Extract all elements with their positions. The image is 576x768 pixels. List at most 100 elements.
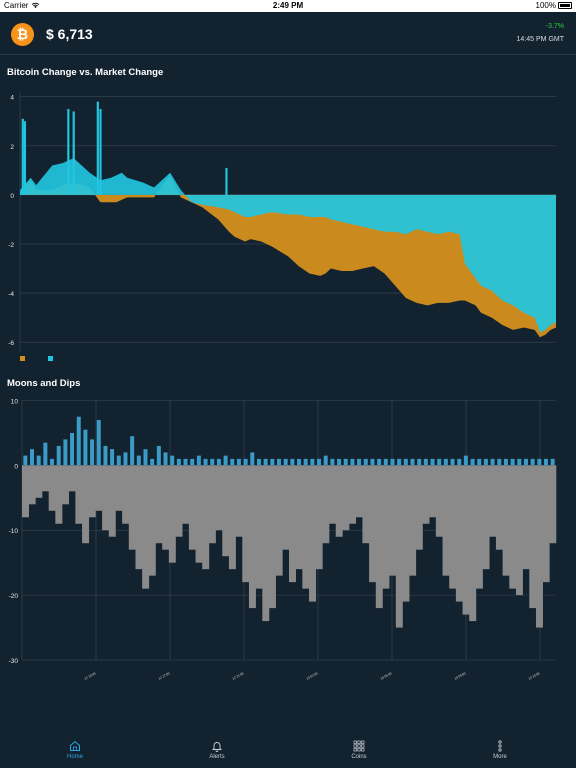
dip-bar — [142, 465, 150, 589]
y-tick-label: 10 — [11, 398, 19, 405]
legend-swatch-market — [48, 356, 53, 361]
moon-bar — [276, 458, 281, 466]
moon-bar — [523, 458, 528, 466]
moon-bar — [76, 416, 81, 466]
price-change: -3.7% — [545, 23, 564, 30]
moon-bar — [310, 458, 315, 466]
status-time: 2:49 PM — [272, 1, 304, 10]
dip-bar — [522, 465, 530, 570]
moon-bar — [23, 455, 28, 466]
moon-bar — [96, 419, 101, 466]
dip-bar — [122, 465, 130, 524]
moon-bar — [383, 458, 388, 466]
y-tick-label: 0 — [14, 463, 18, 470]
moon-bar — [156, 445, 161, 466]
dip-bar — [289, 465, 296, 583]
moon-bar — [510, 458, 515, 466]
moon-bar — [223, 455, 228, 466]
dip-bar — [135, 465, 143, 570]
moon-bar — [297, 458, 302, 466]
moon-bar — [83, 429, 88, 466]
dip-bar — [228, 465, 236, 570]
moons-and-dips-chart[interactable]: 12 13:00 12 17:00 12 21:00 13 01:00 13 05:00… — [0, 394, 576, 694]
dip-bar — [495, 465, 503, 550]
x-tick-label: 12 17:00 — [158, 671, 171, 680]
bitcoin-icon[interactable]: ₿ — [11, 23, 34, 46]
spike-bar — [99, 109, 102, 195]
dip-bar — [88, 465, 96, 518]
dip-bar — [315, 465, 323, 570]
y-tick-label: -4 — [8, 291, 14, 298]
dip-bar — [262, 465, 270, 622]
spike-bar — [23, 121, 27, 195]
dip-bar — [435, 465, 443, 537]
dip-bar — [542, 465, 550, 583]
tab-home[interactable]: Home — [45, 740, 105, 760]
moon-bar — [150, 458, 155, 466]
spike-bar — [96, 101, 99, 195]
y-tick-label: -2 — [8, 242, 14, 249]
legend-label-bitcoin: Bitcoin — [27, 357, 42, 363]
home-icon — [70, 740, 80, 751]
tab-more[interactable]: More — [470, 740, 530, 760]
battery-icon — [558, 2, 572, 9]
moon-bar — [130, 436, 135, 466]
moon-bar — [63, 439, 68, 466]
tab-alerts-label: Alerts — [209, 754, 225, 760]
dip-bar — [268, 465, 276, 609]
grid-icon — [353, 740, 365, 752]
dip-bar — [429, 465, 437, 518]
dip-bar — [148, 465, 156, 576]
series-area-market — [20, 158, 556, 333]
dip-bar — [549, 465, 557, 544]
moon-bar — [423, 458, 428, 466]
dip-bar — [195, 465, 203, 563]
moon-bar — [363, 458, 368, 466]
moon-bar — [457, 458, 462, 466]
moon-bar — [390, 458, 395, 466]
moon-bar — [450, 458, 455, 466]
moon-bar — [283, 458, 288, 466]
moon-bar — [370, 458, 375, 466]
bitcoin-vs-market-chart[interactable]: 4 2 0 -2 -4 -6 Bitcoin Market — [0, 82, 576, 372]
dip-bar — [335, 465, 343, 537]
moon-bar — [437, 458, 442, 466]
spike-bar — [67, 109, 70, 195]
dip-bar — [462, 465, 470, 615]
moon-bar — [330, 458, 335, 466]
dip-bar — [395, 465, 403, 628]
wifi-icon — [31, 2, 40, 9]
dip-bar — [162, 465, 170, 550]
dip-bar — [529, 465, 537, 609]
moon-bar — [236, 458, 241, 466]
moon-bar — [56, 445, 61, 466]
moon-bar — [250, 452, 255, 466]
moon-bar — [377, 458, 382, 466]
moon-bar — [357, 458, 362, 466]
dip-bar — [422, 465, 430, 524]
y-tick-label: -10 — [9, 528, 19, 535]
spike-bar — [225, 167, 228, 195]
dip-bar — [302, 465, 310, 589]
moon-bar — [410, 458, 415, 466]
dip-bar — [115, 465, 123, 511]
moon-bar — [417, 458, 422, 466]
dip-bar — [535, 465, 543, 628]
dip-bar — [415, 465, 423, 550]
x-tick-label: 13 01:00 — [306, 671, 319, 680]
moon-bar — [497, 458, 502, 466]
moon-bar — [176, 458, 181, 466]
dip-bar — [68, 465, 76, 492]
tab-alerts[interactable]: Alerts — [187, 740, 247, 760]
tab-coins[interactable]: Coins — [329, 740, 389, 760]
dip-bar — [409, 465, 417, 576]
tab-more-label: More — [493, 754, 507, 760]
moon-bar — [530, 458, 535, 466]
y-tick-label: 2 — [10, 144, 14, 151]
dip-bar — [182, 465, 190, 524]
chart2-title: Moons and Dips — [7, 378, 81, 389]
dip-bar — [82, 465, 90, 544]
dip-bar — [349, 465, 357, 524]
chart1-title: Bitcoin Change vs. Market Change — [7, 67, 164, 78]
moon-bar — [103, 445, 108, 466]
